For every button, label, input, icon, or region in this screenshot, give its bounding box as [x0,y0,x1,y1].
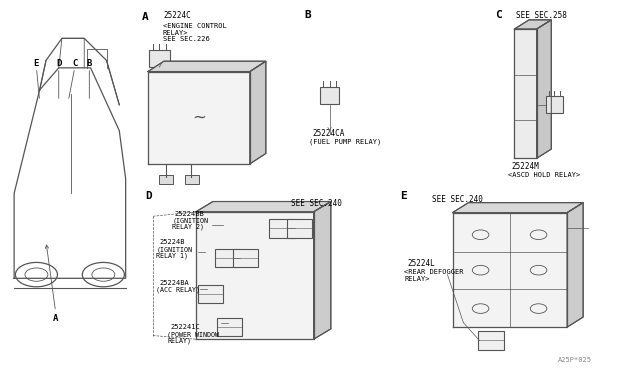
Text: 25224BB: 25224BB [175,211,204,217]
Bar [198,285,223,303]
Text: B: B [304,10,311,20]
Bar [545,96,563,113]
Text: 25224BA: 25224BA [159,280,189,286]
Bar [320,87,339,105]
Text: A: A [53,314,58,323]
Text: SEE SEC.226: SEE SEC.226 [163,36,209,42]
Polygon shape [148,61,266,71]
Polygon shape [452,203,583,212]
Text: <REAR DEFOGGER: <REAR DEFOGGER [404,269,463,275]
Bar [185,175,199,184]
Text: SEE SEC.240: SEE SEC.240 [291,199,342,208]
Text: 252241C: 252241C [170,324,200,330]
Polygon shape [515,20,551,29]
Text: (ACC RELAY): (ACC RELAY) [156,287,200,294]
Text: (POWER WINDOW: (POWER WINDOW [167,331,219,338]
Bar [233,249,258,267]
Bar [478,331,504,350]
Bar [215,249,241,267]
Text: RELAY>: RELAY> [404,276,429,282]
Text: D: D [56,59,61,68]
Text: D: D [145,191,152,201]
Text: <ENGINE CONTROL: <ENGINE CONTROL [163,23,227,29]
Text: C: C [72,59,77,68]
Polygon shape [314,202,331,339]
Text: A25P*025: A25P*025 [558,357,592,363]
Text: E: E [399,191,406,201]
Polygon shape [537,20,551,158]
Text: 25224B: 25224B [159,239,185,246]
Text: (FUEL PUMP RELAY): (FUEL PUMP RELAY) [308,138,381,145]
Text: <ASCD HOLD RELAY>: <ASCD HOLD RELAY> [508,172,580,178]
Text: 25224M: 25224M [511,163,539,171]
Text: 25224C: 25224C [164,11,191,20]
Text: SEE SEC.258: SEE SEC.258 [516,11,567,20]
Bar [159,175,173,184]
Text: RELAY>: RELAY> [163,30,188,36]
Bar [218,318,242,336]
Polygon shape [250,61,266,164]
Bar [269,219,294,238]
Bar [149,50,170,67]
Text: SEE SEC.240: SEE SEC.240 [431,195,483,203]
Text: RELAY 1): RELAY 1) [156,253,188,259]
Bar [287,219,312,238]
Polygon shape [515,29,537,158]
Text: RELAY 2): RELAY 2) [172,224,204,230]
Text: 25224L: 25224L [408,260,436,269]
Polygon shape [452,212,567,327]
Text: E: E [34,59,39,68]
Text: (IGNITION: (IGNITION [156,246,192,253]
Text: B: B [86,59,92,68]
Text: RELAY): RELAY) [167,337,191,344]
Polygon shape [567,203,583,327]
Polygon shape [196,202,331,212]
Text: C: C [495,10,502,20]
Polygon shape [148,71,250,164]
Polygon shape [196,212,314,339]
Text: A: A [141,12,148,22]
Text: 25224CA: 25224CA [312,129,345,138]
Text: ~: ~ [192,109,206,127]
Text: (IGNITION: (IGNITION [172,218,208,224]
